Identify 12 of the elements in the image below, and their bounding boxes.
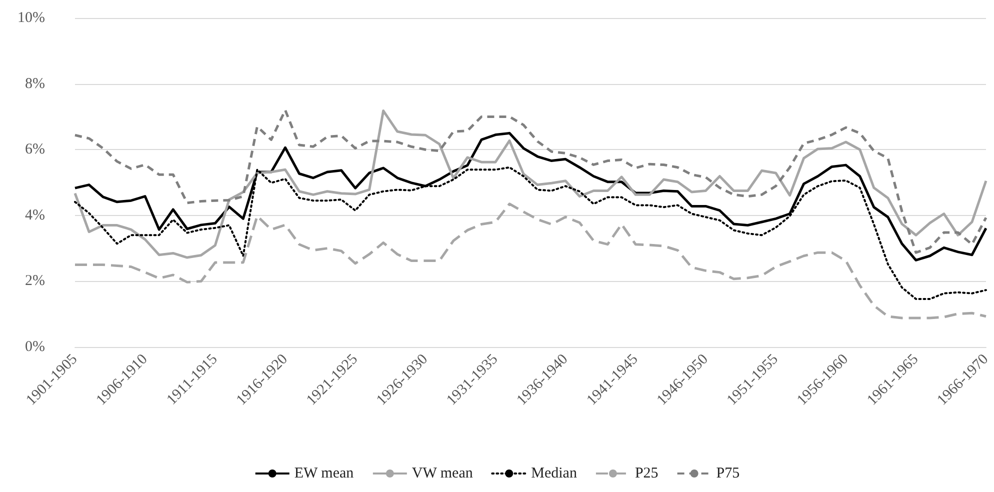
legend-label: P25 bbox=[634, 466, 658, 482]
legend-label: P75 bbox=[716, 466, 740, 482]
legend-label: Median bbox=[531, 466, 578, 482]
y-tick-label: 2% bbox=[25, 273, 45, 290]
y-tick-label: 8% bbox=[25, 76, 45, 92]
legend-label: EW mean bbox=[294, 466, 354, 482]
y-tick-label: 4% bbox=[25, 207, 45, 224]
line-series bbox=[74, 202, 988, 320]
y-tick-label: 6% bbox=[25, 142, 45, 158]
y-tick-label: 10% bbox=[18, 10, 45, 26]
y-tick-label: 0% bbox=[25, 339, 45, 355]
legend-label: VW mean bbox=[412, 466, 474, 482]
